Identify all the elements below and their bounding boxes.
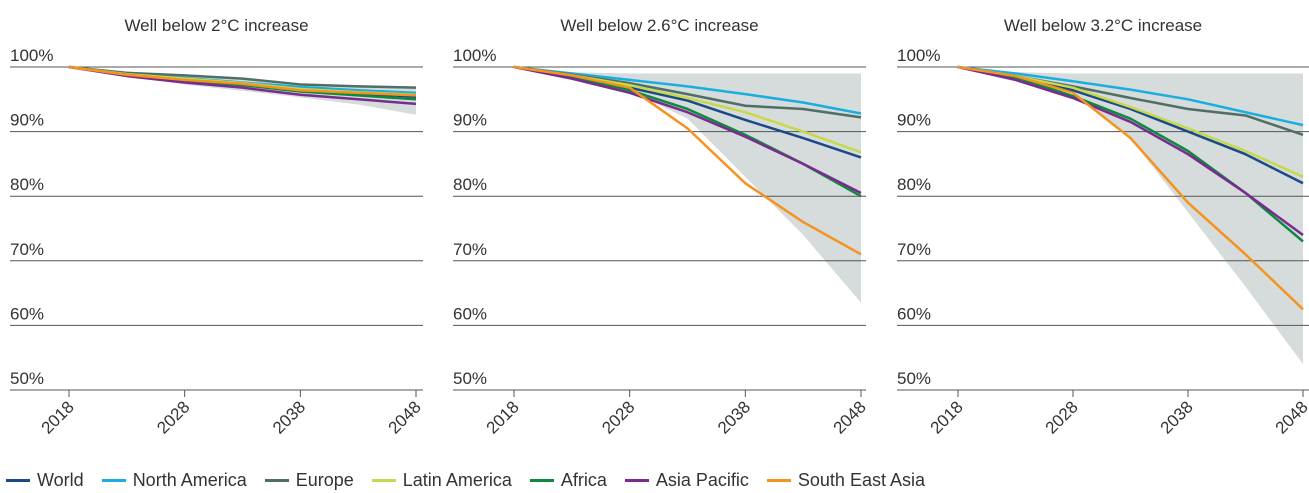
chart-panel-3: Well below 3.2°C increase 100% 90% 80% 70% 60… — [897, 16, 1309, 438]
series-line-south-east-asia — [68, 65, 417, 97]
legend-item-world: World — [6, 470, 84, 491]
series-line-europe — [68, 65, 417, 89]
series-line-south-east-asia — [513, 65, 862, 256]
y-tick-label: 60% — [453, 304, 487, 323]
y-tick-label: 100% — [453, 46, 496, 65]
chart-panel-2: Well below 2.6°C increase 100% 90% 80% 70% 60… — [453, 16, 870, 438]
x-tick-label: 2038 — [269, 397, 309, 437]
legend-label: South East Asia — [797, 469, 925, 490]
series-line-asia-pacific — [68, 65, 417, 106]
y-tick-label: 50% — [453, 369, 487, 388]
y-tick-label: 80% — [10, 175, 44, 194]
x-tick-label: 2028 — [1042, 397, 1082, 437]
legend-swatch — [6, 478, 30, 482]
legend-label: World — [37, 469, 84, 490]
range-band — [514, 67, 861, 303]
y-tick-label: 90% — [10, 111, 44, 130]
x-tick-label: 2038 — [1157, 397, 1197, 437]
y-tick-label: 90% — [453, 111, 487, 130]
x-tick-label: 2028 — [153, 397, 193, 437]
x-tick-label: 2018 — [483, 397, 523, 437]
x-tick-label: 2048 — [830, 397, 870, 437]
y-tick-label: 70% — [453, 240, 487, 259]
legend-item-asia-pacific: Asia Pacific — [624, 469, 749, 491]
chart-title: Well below 3.2°C increase — [1004, 16, 1202, 35]
y-tick-label: 100% — [897, 46, 940, 65]
chart-title: Well below 2°C increase — [124, 16, 308, 35]
y-tick-label: 50% — [897, 369, 931, 388]
legend-item-south-east-asia: South East Asia — [766, 469, 925, 491]
legend-label: Asia Pacific — [655, 469, 749, 490]
series-line-asia-pacific — [513, 65, 862, 195]
legend-item-europe: Europe — [264, 469, 354, 491]
x-tick-label: 2038 — [714, 397, 754, 437]
y-tick-label: 100% — [10, 46, 53, 65]
x-tick-label: 2048 — [1272, 397, 1309, 437]
legend-swatch — [371, 478, 396, 482]
y-tick-label: 80% — [453, 175, 487, 194]
y-tick-label: 50% — [10, 369, 44, 388]
legend-label: Latin America — [402, 469, 512, 490]
series-line-asia-pacific — [957, 65, 1304, 236]
chart-legend: World North America Europe Latin America Afr… — [6, 468, 943, 492]
series-line-south-east-asia — [957, 65, 1304, 311]
legend-label: North America — [132, 469, 247, 490]
x-tick-label: 2028 — [598, 397, 638, 437]
legend-label: Europe — [295, 469, 354, 490]
y-tick-label: 60% — [897, 304, 931, 323]
legend-swatch — [624, 478, 649, 482]
legend-item-latin-america: Latin America — [371, 469, 512, 491]
series-line-north-america — [957, 65, 1304, 127]
legend-item-north-america: North America — [101, 469, 247, 491]
legend-swatch — [264, 478, 289, 482]
y-tick-label: 70% — [897, 240, 931, 259]
legend-item-africa: Africa — [529, 469, 607, 491]
y-tick-label: 80% — [897, 175, 931, 194]
legend-swatch — [101, 478, 126, 482]
range-band — [958, 67, 1303, 365]
x-tick-label: 2048 — [385, 397, 425, 437]
chart-area: Well below 2°C increase 100% 90% 80% 70% 60% 5… — [10, 16, 1309, 438]
legend-swatch — [766, 478, 791, 482]
chart-panel-1: Well below 2°C increase 100% 90% 80% 70% 60% 5… — [10, 16, 425, 438]
chart-title: Well below 2.6°C increase — [560, 16, 758, 35]
x-tick-label: 2018 — [927, 397, 967, 437]
x-tick-label: 2018 — [38, 397, 78, 437]
legend-swatch — [529, 478, 554, 482]
y-tick-label: 90% — [897, 111, 931, 130]
y-tick-label: 70% — [10, 240, 44, 259]
series-line-north-america — [513, 65, 862, 115]
legend-label: Africa — [560, 469, 607, 490]
y-tick-label: 60% — [10, 304, 44, 323]
